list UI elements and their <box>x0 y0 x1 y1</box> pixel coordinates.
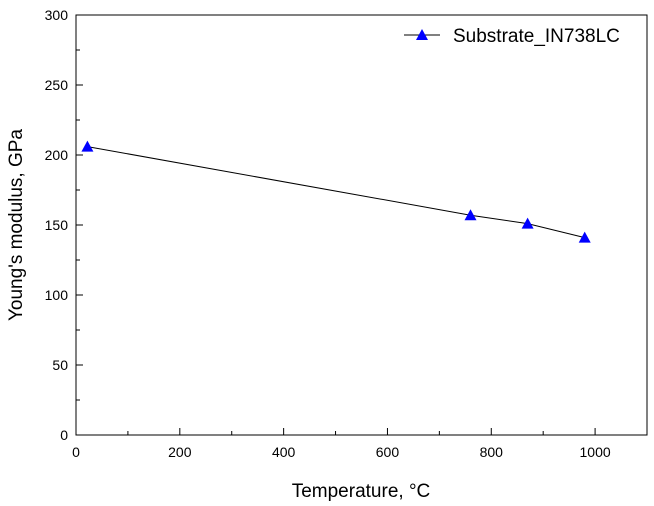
x-tick-label: 1000 <box>580 444 611 460</box>
series-layer <box>81 140 591 243</box>
y-tick-label: 300 <box>45 7 69 23</box>
y-tick-label: 200 <box>45 147 69 163</box>
legend-triangle-icon <box>416 29 428 40</box>
data-point-marker <box>81 140 94 152</box>
x-tick-label: 600 <box>376 444 400 460</box>
data-point-marker <box>578 231 591 243</box>
y-tick-label: 0 <box>60 427 68 443</box>
y-tick-label: 150 <box>45 217 69 233</box>
series-line <box>87 146 585 239</box>
legend: Substrate_IN738LC <box>404 26 620 47</box>
y-tick-label: 250 <box>45 77 69 93</box>
y-tick-label: 100 <box>45 287 69 303</box>
data-point-marker <box>464 209 477 221</box>
x-axis-title: Temperature, °C <box>292 481 431 502</box>
x-tick-label: 0 <box>72 444 80 460</box>
x-tick-label: 800 <box>480 444 504 460</box>
y-axis-title: Young's modulus, GPa <box>6 129 27 321</box>
y-axis: 0 50 100 150 200 250 300 <box>45 7 83 443</box>
x-tick-label: 200 <box>168 444 192 460</box>
data-point-marker <box>521 217 534 229</box>
plot-frame <box>75 14 648 436</box>
y-tick-label: 50 <box>52 357 68 373</box>
legend-label: Substrate_IN738LC <box>453 26 620 47</box>
x-tick-label: 400 <box>272 444 296 460</box>
x-axis: 0 200 400 600 800 1000 <box>72 428 648 460</box>
